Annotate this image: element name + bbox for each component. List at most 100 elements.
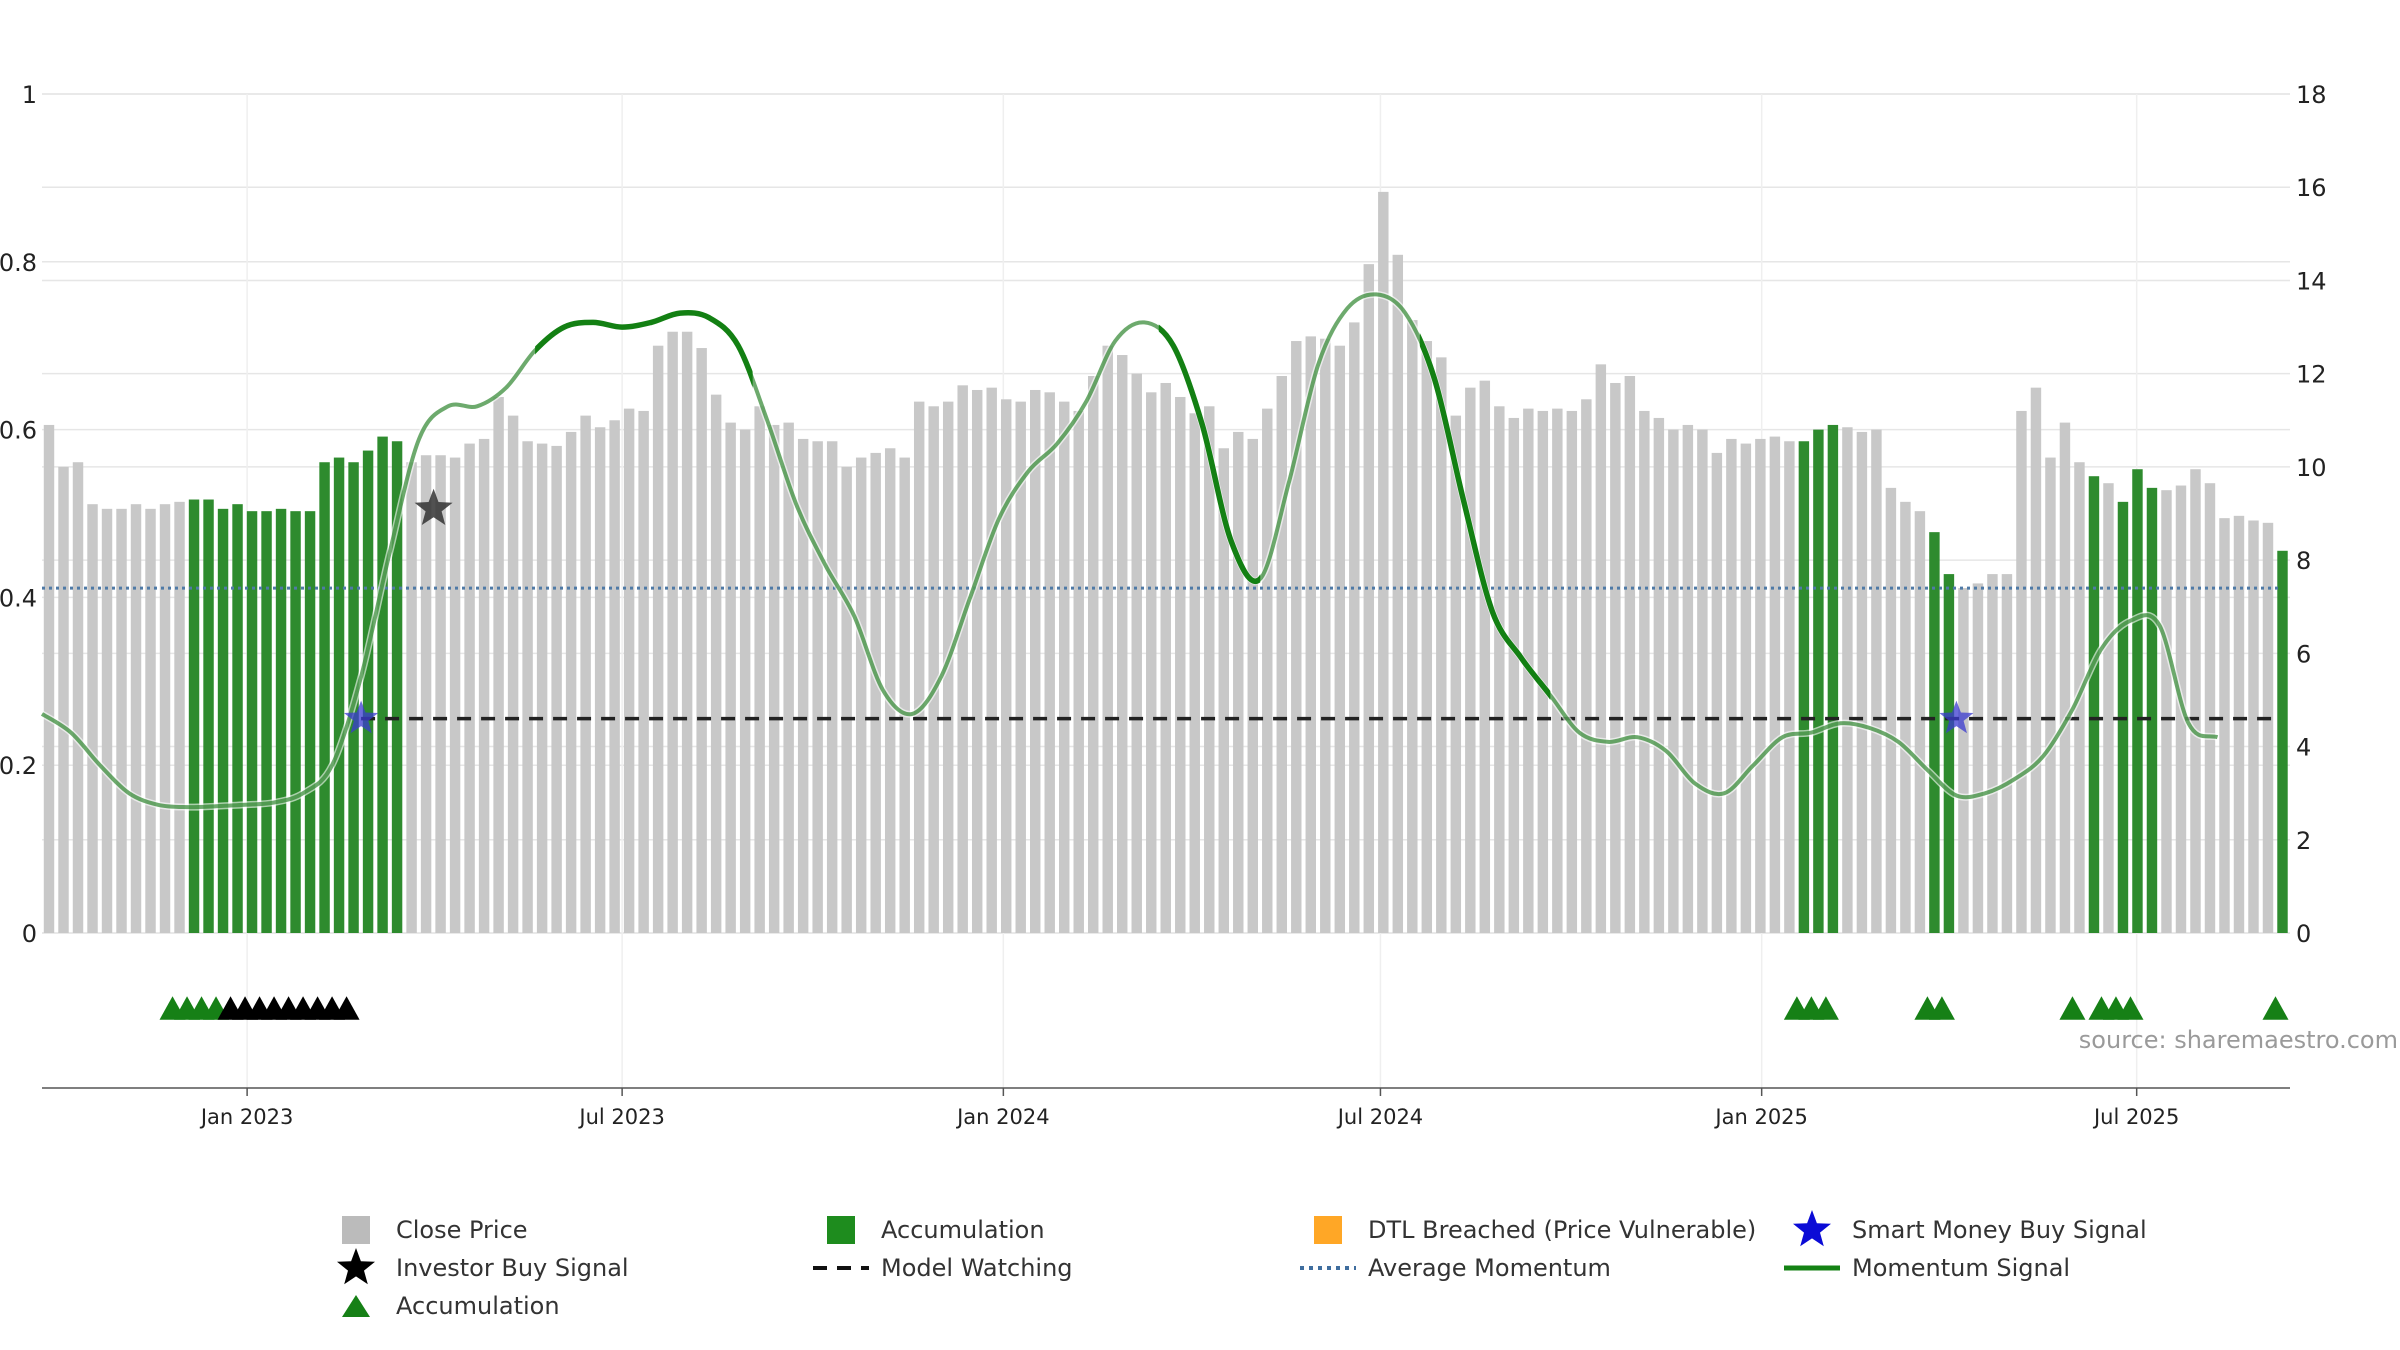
- close-price-bar: [1537, 410, 1549, 933]
- smart-money-buy-star: [344, 700, 379, 734]
- close-price-bar: [2045, 457, 2056, 933]
- close-price-bar: [783, 422, 794, 933]
- close-price-bar: [696, 348, 707, 934]
- close-price-bar: [1885, 487, 1897, 933]
- accumulation-triangle: [1812, 996, 1839, 1020]
- close-price-bar: [478, 438, 490, 933]
- close-price-bar: [1392, 254, 1404, 933]
- close-price-bar: [2190, 469, 2201, 933]
- accumulation-bar: [261, 511, 272, 933]
- close-price-bar: [1871, 429, 1882, 933]
- legend-item: DTL Breached (Price Vulnerable): [1314, 1216, 1756, 1244]
- accumulation-bar: [2277, 550, 2288, 933]
- accumulation-triangle: [1928, 996, 1955, 1020]
- close-price-bar: [609, 420, 620, 933]
- legend-square-swatch: [1314, 1216, 1342, 1244]
- x-tick-label: Jan 2024: [955, 1105, 1050, 1129]
- left-tick-label: 1: [22, 81, 37, 109]
- close-price-bar: [1262, 408, 1273, 933]
- legend-star-swatch: [337, 1248, 375, 1285]
- close-price-bar: [739, 429, 751, 933]
- accumulation-bar: [333, 457, 345, 933]
- close-price-bar: [667, 331, 678, 933]
- accumulation-bar: [2088, 476, 2100, 933]
- accumulation-bar: [217, 508, 229, 933]
- close-price-bar: [1291, 341, 1302, 933]
- close-price-bar: [1494, 406, 1505, 933]
- close-price-bar: [594, 427, 606, 933]
- close-price-bar: [1000, 399, 1012, 934]
- close-price-bar: [1247, 438, 1258, 933]
- accumulation-bar: [275, 508, 287, 933]
- close-price-bar: [1842, 427, 1853, 933]
- close-price-bar: [1407, 320, 1418, 933]
- close-price-bar: [464, 443, 475, 933]
- x-tick-label: Jul 2023: [577, 1105, 664, 1129]
- close-price-bar: [2233, 515, 2245, 933]
- close-price-bar: [1029, 389, 1041, 933]
- close-price-bar: [1755, 438, 1766, 933]
- legend-label: Smart Money Buy Signal: [1852, 1216, 2147, 1244]
- right-tick-label: 14: [2296, 267, 2327, 295]
- close-price-bar: [174, 501, 185, 933]
- close-price-bar: [1276, 375, 1287, 934]
- close-price-bar: [1146, 392, 1157, 933]
- close-price-bar: [681, 331, 693, 933]
- accumulation-bar: [2146, 487, 2158, 933]
- close-price-bar: [1479, 380, 1491, 933]
- close-price-bar: [1320, 338, 1331, 933]
- accumulation-bar: [246, 511, 258, 933]
- close-price-bar: [1349, 322, 1360, 934]
- close-price-bar: [72, 462, 84, 933]
- close-price-bar: [768, 424, 780, 933]
- accumulation-triangle: [2262, 996, 2289, 1020]
- accumulation-bar: [290, 511, 301, 933]
- close-price-bar: [913, 401, 925, 934]
- close-price-bar: [971, 389, 983, 933]
- right-tick-label: 18: [2296, 81, 2327, 109]
- close-price-bar: [1363, 264, 1375, 933]
- accumulation-bar: [1798, 441, 1810, 933]
- close-price-bar: [1334, 345, 1346, 933]
- close-price-bar: [1218, 448, 1229, 933]
- legend-item: Close Price: [342, 1216, 528, 1244]
- right-tick-label: 12: [2296, 361, 2327, 389]
- close-price-bar: [130, 504, 142, 933]
- close-price-bar: [406, 462, 417, 933]
- close-price-bar: [435, 455, 446, 933]
- legend-label: Investor Buy Signal: [396, 1254, 629, 1282]
- close-price-bar: [1204, 406, 1215, 933]
- close-price-bar: [1465, 387, 1476, 933]
- close-price-bar: [1566, 410, 1578, 933]
- close-price-bar: [1102, 345, 1113, 933]
- close-price-bar: [1044, 392, 1055, 933]
- close-price-bar: [2161, 490, 2172, 933]
- close-price-bar: [1958, 588, 1969, 933]
- close-price-bar: [710, 394, 722, 933]
- legend: Close Price Investor Buy Signal Accumulati…: [337, 1210, 2147, 1320]
- close-price-bar: [1914, 511, 1926, 933]
- close-price-bar: [841, 466, 852, 933]
- close-price-bar: [2016, 410, 2027, 933]
- right-tick-label: 6: [2296, 640, 2311, 668]
- close-price-bar: [1552, 408, 1563, 933]
- close-price-bar: [1668, 429, 1679, 933]
- legend-item: Momentum Signal: [1784, 1254, 2070, 1282]
- close-price-bar: [1987, 574, 1998, 933]
- close-price-bar: [1610, 382, 1621, 933]
- close-price-bar: [623, 408, 635, 933]
- close-price-bar: [565, 431, 577, 933]
- left-tick-label: 0.2: [0, 752, 37, 780]
- left-tick-label: 0.8: [0, 249, 37, 277]
- close-price-bar: [580, 415, 591, 933]
- right-tick-label: 10: [2296, 454, 2327, 482]
- legend-square-swatch: [342, 1216, 370, 1244]
- close-price-bar: [522, 441, 533, 933]
- close-price-bar: [101, 508, 113, 933]
- close-price-bar: [725, 422, 736, 933]
- close-price-bar: [2248, 520, 2259, 933]
- close-price-bar: [754, 406, 765, 933]
- close-price-bar: [2001, 574, 2013, 933]
- close-price-bar: [449, 457, 461, 933]
- close-price-bar: [1378, 191, 1389, 934]
